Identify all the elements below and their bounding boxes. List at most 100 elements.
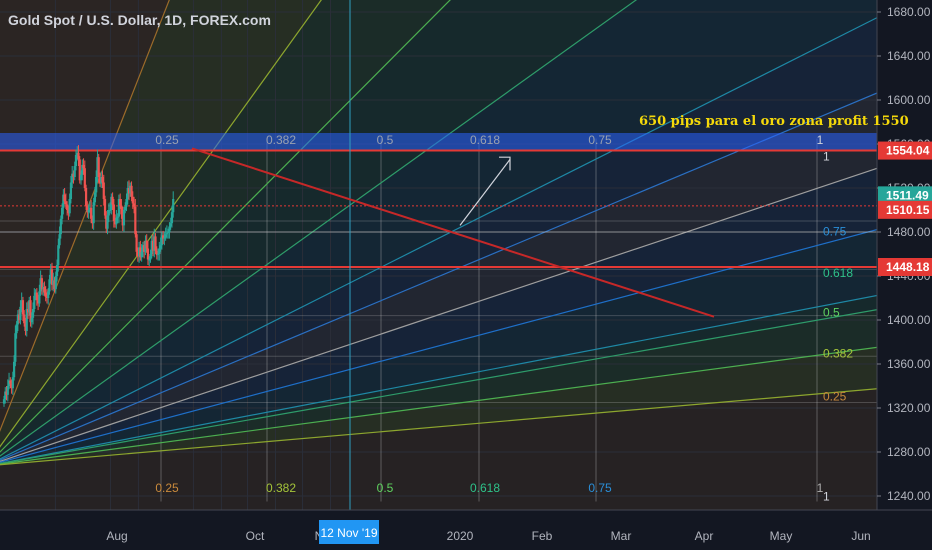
candle-body <box>4 391 7 400</box>
candle-body <box>42 287 45 290</box>
candle-body <box>5 391 8 395</box>
price-badge <box>878 141 932 160</box>
price-badge-label: 1448.18 <box>886 260 930 274</box>
candle-body <box>29 300 32 323</box>
candle-body <box>50 269 54 285</box>
candle-body <box>90 207 93 219</box>
candle-body <box>139 247 142 258</box>
fan-label-right: 1 <box>823 150 830 164</box>
candle-body <box>120 205 123 215</box>
price-badge <box>878 200 932 219</box>
candle-body <box>140 251 143 258</box>
crosshair-date-badge <box>319 520 379 544</box>
candle-body <box>86 205 89 213</box>
candle-body <box>151 240 155 251</box>
candle-body <box>64 201 67 205</box>
candle-body <box>79 174 83 181</box>
fan-ray <box>0 0 322 448</box>
gann-fan-lines <box>0 0 932 502</box>
candle-body <box>170 212 174 224</box>
candle-body <box>144 240 147 252</box>
candle-body <box>69 182 73 199</box>
candle-body <box>159 245 162 249</box>
candle-body <box>49 269 52 280</box>
candle-body <box>71 173 74 183</box>
candle-body <box>168 226 171 232</box>
y-tick-label: 1400.00 <box>887 313 931 327</box>
candle-body <box>39 278 42 292</box>
candle-body <box>149 254 152 260</box>
candle-body <box>66 204 69 210</box>
candle-body <box>124 206 127 210</box>
candle-body <box>146 248 150 260</box>
candle-body <box>138 247 141 257</box>
fan-label-top: 0.5 <box>377 133 394 147</box>
candle-body <box>95 177 98 193</box>
x-tick-label: 2020 <box>447 529 474 543</box>
candle-body <box>36 300 40 304</box>
candle-body <box>93 192 97 203</box>
x-tick-label: Feb <box>532 529 553 543</box>
candle-body <box>43 287 46 293</box>
candle-body <box>130 185 133 197</box>
fan-label-bottom: 0.382 <box>266 481 296 495</box>
projection-arrow <box>459 159 511 226</box>
fan-label-bottom: 0.75 <box>588 481 612 495</box>
price-badge <box>878 186 932 205</box>
candle-body <box>73 166 76 177</box>
candle-body <box>129 185 132 194</box>
fan-ray <box>0 284 932 464</box>
y-tick-label: 1240.00 <box>887 489 931 503</box>
chart-annotation: 650 pips para el oro zona profit 1550 <box>639 114 909 129</box>
candle-body <box>143 245 146 252</box>
y-tick-label: 1640.00 <box>887 49 931 63</box>
candle-body <box>141 245 145 252</box>
fan-ray <box>0 299 932 465</box>
candle-body <box>126 188 129 199</box>
candle-body <box>15 324 18 334</box>
candle-body <box>10 383 13 389</box>
candle-body <box>53 280 56 290</box>
fan-ray <box>0 0 638 457</box>
candle-body <box>62 194 65 208</box>
candle-body <box>84 188 88 206</box>
candle-body <box>6 386 9 395</box>
x-tick-label: Oct <box>246 529 265 543</box>
fan-ray <box>0 149 932 462</box>
fan-label-top: 0.382 <box>266 133 296 147</box>
candle-body <box>52 280 55 285</box>
candle-body <box>107 210 110 216</box>
price-badge-label: 1554.04 <box>886 144 930 158</box>
fan-label-right: 0.618 <box>823 266 853 280</box>
candle-body <box>103 199 107 216</box>
fan-label-top: 1 <box>817 133 824 147</box>
candle-body <box>33 295 36 309</box>
candle-body <box>30 317 33 323</box>
fan-zone <box>0 0 932 461</box>
candle-body <box>82 164 85 169</box>
candle-body <box>122 210 126 226</box>
fan-ray <box>0 339 932 465</box>
candle-body <box>7 380 11 386</box>
price-badge-label: 1510.15 <box>886 203 930 217</box>
candle-body <box>132 203 136 207</box>
candle-body <box>83 168 86 188</box>
candle-body <box>25 309 28 331</box>
y-tick-label: 1480.00 <box>887 225 931 239</box>
candle-body <box>24 323 27 331</box>
candle-body <box>114 221 117 225</box>
y-tick-label: 1600.00 <box>887 93 931 107</box>
fan-label-bottom: 1 <box>817 481 824 495</box>
fan-ray <box>0 0 451 453</box>
candle-body <box>11 377 14 389</box>
y-tick-label: 1280.00 <box>887 445 931 459</box>
fan-label-right: 0.382 <box>823 346 853 360</box>
candle-body <box>110 196 113 210</box>
fan-ray <box>0 0 170 433</box>
candle-body <box>76 152 79 155</box>
candle-body <box>87 210 90 213</box>
candle-body <box>156 254 160 256</box>
candle-body <box>172 199 175 213</box>
